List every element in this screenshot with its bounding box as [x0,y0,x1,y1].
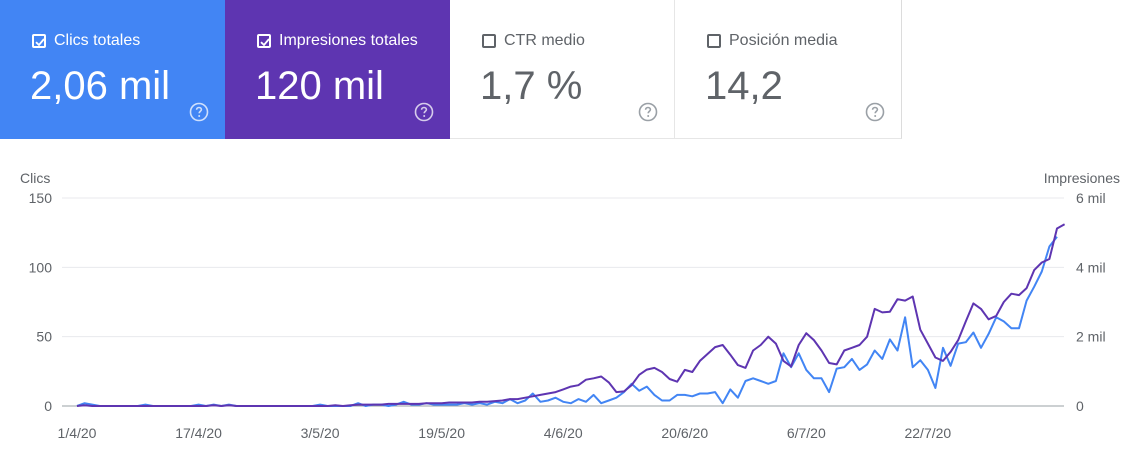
chart-axis-ticks: 150 6 mil 100 4 mil 50 2 mil 0 0 1/4/20 17/4/20 3/… [29,190,1106,441]
total-impressions-card[interactable]: Impresiones totales 120 mil [225,0,450,139]
checkbox-checked-icon[interactable] [32,34,46,48]
left-axis-tick-label: 150 [29,190,53,206]
average-ctr-label: CTR medio [504,32,585,49]
left-axis-tick-label: 100 [29,259,53,275]
x-axis-tick-label: 17/4/20 [175,425,222,441]
metric-cards: Clics totales 2,06 mil Impresiones total… [0,0,902,139]
series-line-impresiones [76,223,1066,407]
right-axis-title: Impresiones [1043,170,1120,186]
average-position-label: Posición media [729,32,838,49]
left-axis-tick-label: 0 [44,398,52,414]
total-impressions-header: Impresiones totales [257,32,418,50]
checkbox-checked-icon[interactable] [257,34,271,48]
help-circle-icon[interactable] [414,102,434,122]
x-axis-tick-label: 22/7/20 [904,425,951,441]
average-ctr-header: CTR medio [482,32,585,50]
checkbox-unchecked-icon[interactable] [707,34,721,48]
total-clicks-card[interactable]: Clics totales 2,06 mil [0,0,225,139]
left-axis-tick-label: 50 [36,329,52,345]
right-axis-tick-label: 0 [1076,398,1084,414]
right-axis-tick-label: 6 mil [1076,190,1106,206]
total-clicks-value: 2,06 mil [30,64,171,108]
average-position-value: 14,2 [705,64,783,108]
right-axis-tick-label: 4 mil [1076,259,1106,275]
x-axis-tick-label: 6/7/20 [787,425,826,441]
right-axis-tick-label: 2 mil [1076,329,1106,345]
checkbox-unchecked-icon[interactable] [482,34,496,48]
help-circle-icon[interactable] [865,102,885,122]
average-ctr-card[interactable]: CTR medio 1,7 % [450,0,675,139]
total-impressions-value: 120 mil [255,64,384,108]
left-axis-title: Clics [20,170,51,186]
total-clicks-label: Clics totales [54,32,141,49]
total-impressions-label: Impresiones totales [279,32,418,49]
x-axis-tick-label: 1/4/20 [58,425,97,441]
x-axis-tick-label: 20/6/20 [661,425,708,441]
x-axis-tick-label: 3/5/20 [301,425,340,441]
total-clicks-header: Clics totales [32,32,140,50]
performance-chart[interactable]: 150 6 mil 100 4 mil 50 2 mil 0 0 1/4/20 17/4/20 3/… [0,180,1140,471]
x-axis-tick-label: 4/6/20 [544,425,583,441]
average-ctr-value: 1,7 % [480,64,583,108]
average-position-card[interactable]: Posición media 14,2 [675,0,902,139]
help-circle-icon[interactable] [189,102,209,122]
help-circle-icon[interactable] [638,102,658,122]
x-axis-tick-label: 19/5/20 [418,425,465,441]
average-position-header: Posición media [707,32,838,50]
series-line-clics [76,236,1058,407]
chart-series [76,223,1066,407]
